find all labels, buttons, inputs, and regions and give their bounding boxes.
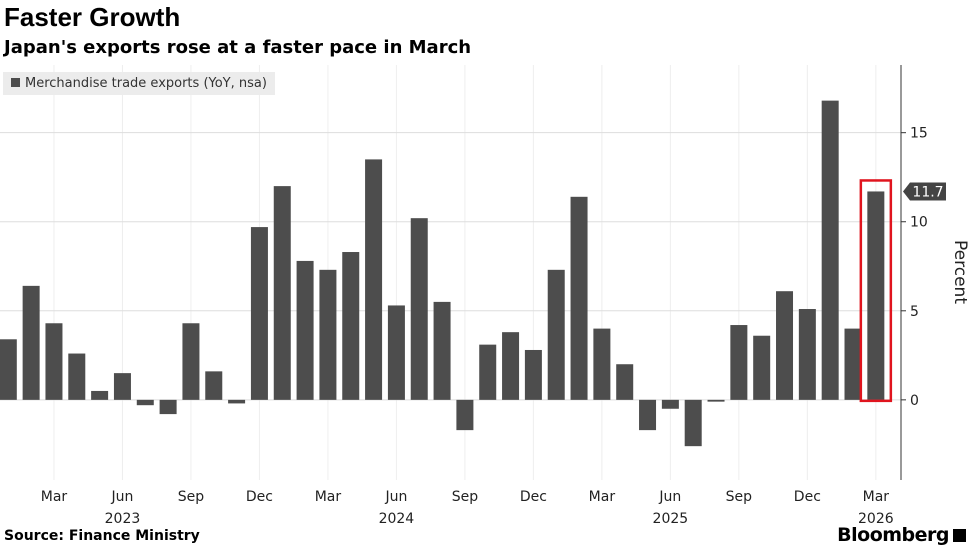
x-tick-label: Jun (111, 489, 134, 505)
x-year-label: 2023 (105, 511, 141, 527)
y-tick-label: 10 (910, 215, 928, 231)
value-tag (903, 182, 946, 201)
bar-aug-2024 (433, 301, 451, 400)
bar-nov-2023 (228, 399, 246, 404)
bar-dec-2023 (250, 227, 268, 400)
bar-nov-2024 (502, 332, 520, 400)
bar-feb-2026 (844, 328, 862, 400)
bar-apr-2025 (616, 364, 634, 400)
x-tick-label: Sep (452, 489, 479, 505)
bar-mar-2025 (593, 328, 611, 400)
x-tick-label: Jun (658, 489, 681, 505)
bar-mar-2024 (319, 269, 337, 400)
x-tick-label: Dec (246, 489, 273, 505)
bar-jun-2023 (113, 373, 131, 400)
bloomberg-logo: Bloomberg (837, 524, 966, 546)
bar-mar-2026 (867, 191, 885, 400)
bar-jul-2025 (684, 399, 702, 447)
bar-jan-2026 (821, 100, 839, 400)
x-tick-label: Sep (726, 489, 753, 505)
bar-feb-2023 (22, 285, 40, 400)
bar-sep-2024 (456, 399, 474, 431)
bar-aug-2025 (707, 399, 725, 402)
x-year-label: 2024 (379, 511, 415, 527)
y-axis-label: Percent (950, 240, 970, 304)
bar-oct-2024 (479, 344, 497, 400)
bar-feb-2025 (570, 196, 588, 400)
bar-nov-2025 (776, 291, 794, 400)
bar-jun-2025 (661, 399, 679, 409)
legend-label: Merchandise trade exports (YoY, nsa) (25, 76, 267, 91)
y-tick-label: 15 (910, 126, 928, 142)
brand-text: Bloomberg (837, 524, 949, 546)
x-tick-label: Mar (863, 489, 890, 505)
bar-may-2024 (365, 159, 383, 400)
x-year-label: 2026 (858, 511, 894, 527)
bar-may-2023 (91, 390, 109, 400)
bar-jun-2024 (387, 305, 405, 400)
x-tick-label: Dec (520, 489, 547, 505)
legend-swatch (11, 78, 20, 87)
chart-subtitle: Japan's exports rose at a faster pace in… (4, 37, 472, 58)
value-tag-label: 11.7 (912, 184, 943, 200)
y-tick-label: 0 (910, 393, 919, 409)
bar-feb-2024 (296, 260, 314, 400)
x-tick-label: Jun (384, 489, 407, 505)
y-tick-label: 5 (910, 304, 919, 320)
bar-jan-2024 (273, 186, 291, 400)
bar-sep-2025 (730, 325, 748, 400)
bar-jul-2023 (136, 399, 154, 406)
bar-dec-2025 (798, 309, 816, 400)
legend: Merchandise trade exports (YoY, nsa) (3, 72, 275, 95)
bar-jan-2025 (547, 269, 565, 400)
bar-apr-2024 (342, 252, 360, 400)
bloomberg-square-icon (953, 529, 966, 542)
x-tick-label: Sep (178, 489, 205, 505)
x-tick-label: Mar (41, 489, 68, 505)
bar-oct-2025 (753, 335, 771, 400)
bar-mar-2023 (45, 323, 63, 400)
bar-may-2025 (639, 399, 657, 431)
bar-oct-2023 (205, 371, 223, 400)
bar-apr-2023 (68, 353, 86, 400)
highlight-box (859, 179, 893, 403)
x-year-label: 2025 (653, 511, 689, 527)
x-tick-label: Dec (794, 489, 821, 505)
chart-title: Faster Growth (4, 2, 181, 32)
source-note: Source: Finance Ministry (4, 528, 200, 544)
bar-jan-2023 (0, 339, 17, 400)
x-tick-label: Mar (315, 489, 342, 505)
bar-dec-2024 (524, 349, 542, 400)
bar-jul-2024 (410, 218, 428, 400)
bar-aug-2023 (159, 399, 177, 415)
bar-sep-2023 (182, 323, 200, 400)
x-tick-label: Mar (589, 489, 616, 505)
